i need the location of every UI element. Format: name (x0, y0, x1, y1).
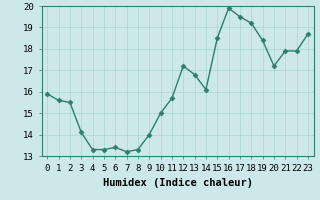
X-axis label: Humidex (Indice chaleur): Humidex (Indice chaleur) (103, 178, 252, 188)
